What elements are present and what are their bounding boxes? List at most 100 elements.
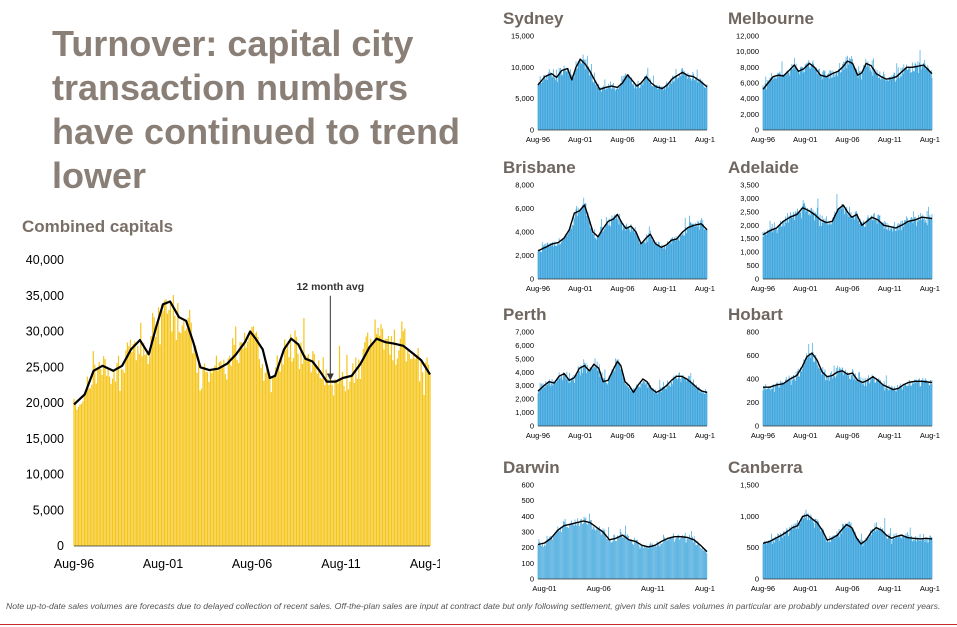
bar <box>100 368 102 546</box>
bar <box>823 71 825 130</box>
bar <box>688 375 690 426</box>
bar <box>859 539 861 579</box>
bar <box>560 242 562 279</box>
bar <box>694 385 696 426</box>
bar <box>576 68 578 130</box>
bar <box>701 547 703 579</box>
bar <box>263 380 265 546</box>
bar <box>777 229 779 279</box>
bar <box>895 391 896 426</box>
bar <box>163 300 166 546</box>
bar <box>639 386 640 426</box>
y-tick-label: 5,000 <box>515 94 534 103</box>
bar <box>872 378 874 426</box>
bar <box>639 87 640 130</box>
bar <box>908 221 910 279</box>
bar <box>873 213 874 279</box>
bar <box>695 222 697 279</box>
bar <box>852 58 853 130</box>
chart-perth: Perth01,0002,0003,0004,0005,0006,0007,00… <box>503 305 715 440</box>
bar <box>887 224 889 279</box>
bar <box>593 365 594 426</box>
bar <box>785 376 787 426</box>
bar <box>565 234 566 279</box>
bar <box>660 246 661 279</box>
bar <box>562 74 563 130</box>
bar <box>695 388 697 426</box>
bar <box>807 357 808 426</box>
bar <box>879 71 881 130</box>
bar <box>649 543 651 579</box>
bar <box>596 366 597 426</box>
bar <box>211 373 213 546</box>
bar <box>799 367 801 426</box>
bar <box>865 223 867 279</box>
bar <box>890 387 892 426</box>
bar <box>686 539 688 579</box>
bar <box>630 78 632 130</box>
bar <box>807 520 808 579</box>
bar <box>637 80 639 130</box>
bar <box>818 368 820 426</box>
bar <box>815 213 817 279</box>
bar <box>928 542 929 579</box>
bar <box>541 388 543 426</box>
bar <box>854 219 855 279</box>
bar <box>842 64 843 130</box>
bar <box>785 532 786 579</box>
bar <box>309 358 311 546</box>
bar <box>389 354 391 546</box>
bar <box>810 355 812 426</box>
bar <box>868 220 870 279</box>
x-tick-label: Aug-16 <box>695 284 715 293</box>
bar <box>634 226 636 279</box>
bar <box>255 331 258 546</box>
bar <box>926 382 928 426</box>
bar <box>887 538 888 579</box>
bar-series <box>73 295 431 546</box>
bar <box>572 524 574 579</box>
bar <box>829 224 831 279</box>
bar <box>680 382 682 426</box>
x-tick-label: Aug-96 <box>751 284 775 293</box>
bar <box>780 77 782 130</box>
bar <box>910 72 912 130</box>
bar <box>899 537 901 579</box>
bar <box>572 380 574 426</box>
bar <box>666 540 668 579</box>
bar <box>300 342 302 546</box>
bar <box>923 380 925 426</box>
bar <box>922 214 924 279</box>
bar <box>74 404 77 546</box>
bar <box>649 386 651 426</box>
bar <box>110 383 112 546</box>
bar <box>140 322 142 546</box>
bar <box>815 355 817 426</box>
bar <box>768 231 770 279</box>
footnote: Note up-to-date sales volumes are foreca… <box>6 601 941 611</box>
bar <box>805 361 807 426</box>
bar <box>923 219 924 279</box>
bar <box>864 226 865 279</box>
bar <box>596 239 597 279</box>
bar <box>814 68 815 130</box>
bar-series <box>762 194 933 279</box>
bar <box>698 81 700 130</box>
bar <box>674 379 675 426</box>
bar <box>696 77 697 130</box>
bar <box>830 372 831 426</box>
bar <box>687 378 689 426</box>
bar <box>223 359 225 546</box>
bar <box>882 384 884 426</box>
bar <box>801 518 803 579</box>
bar <box>599 232 601 279</box>
bar <box>679 235 681 279</box>
bar <box>833 214 835 279</box>
bar <box>646 235 648 279</box>
bar <box>639 548 641 579</box>
bar <box>701 390 702 426</box>
bar <box>612 370 614 426</box>
bar <box>898 534 900 579</box>
bar <box>643 242 645 279</box>
bar <box>848 216 850 279</box>
